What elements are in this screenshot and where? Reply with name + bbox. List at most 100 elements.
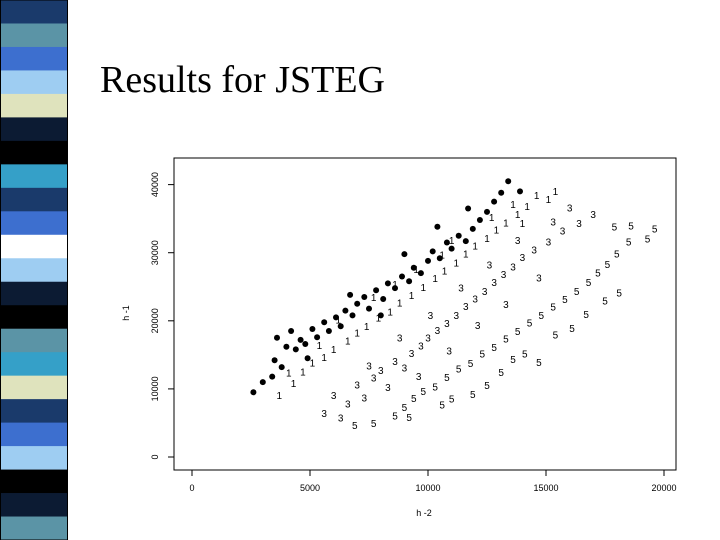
data-point — [314, 334, 321, 341]
stripe-block — [0, 93, 68, 118]
data-point — [274, 334, 280, 341]
data-point-label: 5 — [536, 358, 542, 369]
stripe-block — [0, 469, 68, 494]
data-point-label: 5 — [371, 419, 377, 430]
stripe-block — [0, 46, 68, 72]
slide-title: Results for JSTEG — [100, 59, 385, 101]
data-point-label: 3 — [576, 219, 582, 230]
data-point-label: 1 — [442, 267, 448, 278]
stripe-block — [0, 281, 68, 306]
data-point-label: 1 — [286, 369, 292, 380]
data-point-label: 5 — [574, 287, 580, 298]
data-point-label: 1 — [277, 391, 283, 402]
y-tick-label: 10000 — [150, 376, 160, 401]
data-point-label: 3 — [331, 391, 337, 402]
data-point-label: 3 — [366, 361, 372, 372]
data-point-label: 3 — [510, 263, 516, 274]
decorative-stripe — [0, 0, 68, 540]
stripe-block — [0, 422, 68, 447]
x-tick-label: 0 — [189, 483, 194, 493]
data-point — [302, 341, 309, 347]
data-point — [278, 364, 285, 371]
data-point-label: 5 — [510, 355, 516, 366]
data-point-label: 1 — [494, 226, 500, 237]
data-point-label: 3 — [487, 261, 493, 272]
data-point-label: 3 — [567, 203, 573, 214]
data-point — [429, 248, 436, 255]
data-point — [377, 312, 384, 319]
data-point-label: 1 — [510, 200, 516, 211]
data-point-label: 5 — [569, 324, 575, 335]
data-point-label: 1 — [524, 202, 530, 213]
data-point — [392, 285, 398, 292]
data-point — [505, 178, 512, 185]
data-point — [384, 280, 391, 287]
data-point — [309, 326, 316, 332]
data-point-label: 3 — [338, 414, 344, 425]
x-tick-label: 10000 — [415, 483, 440, 493]
data-point-label: 1 — [553, 187, 559, 198]
stripe-block — [0, 399, 68, 424]
data-point-label: 5 — [402, 403, 408, 414]
stripe-block — [0, 23, 68, 48]
data-point-label: 3 — [378, 366, 384, 377]
data-point-label: 3 — [546, 237, 552, 248]
data-point-label: 3 — [409, 349, 415, 360]
data-point-label: 3 — [435, 326, 441, 337]
data-point-label: 5 — [503, 335, 509, 346]
data-point-label: 5 — [444, 373, 450, 384]
x-axis-title: h -2 — [416, 508, 432, 518]
stripe-block — [0, 117, 68, 142]
data-point-label: 3 — [371, 374, 377, 385]
data-point-label: 3 — [501, 270, 507, 281]
data-point-label: 5 — [406, 413, 412, 424]
stripe-block — [0, 211, 68, 236]
data-point — [354, 300, 361, 307]
data-point-label: 3 — [458, 284, 464, 295]
data-point-label: 5 — [527, 318, 533, 329]
stripe-block — [0, 493, 68, 518]
stripe-block — [0, 164, 68, 189]
data-point-label: 1 — [432, 274, 438, 285]
data-point-label: 5 — [468, 359, 474, 370]
data-point-label: 3 — [515, 236, 521, 247]
y-axis-title: h -1 — [121, 305, 131, 321]
data-point — [476, 217, 483, 223]
data-point — [436, 255, 443, 262]
y-tick-label: 40000 — [150, 172, 160, 197]
data-point-label: 3 — [392, 357, 398, 368]
data-point — [484, 208, 490, 215]
data-point-label: 5 — [515, 327, 521, 338]
y-axis: 0 10000 20000 30000 40000 — [150, 172, 174, 460]
data-point-label: 1 — [376, 314, 382, 325]
data-point — [347, 291, 354, 298]
data-point-label: 1 — [371, 293, 377, 304]
data-point — [455, 232, 462, 239]
data-point-label: 5 — [411, 394, 417, 405]
data-point-label: 5 — [605, 260, 611, 271]
data-point-label: 1 — [392, 280, 398, 291]
data-point-label: 1 — [489, 213, 495, 224]
data-point — [349, 312, 356, 319]
data-point-label: 1 — [331, 345, 337, 356]
data-point-label: 3 — [428, 311, 434, 322]
data-point-label: 5 — [626, 237, 632, 248]
data-point-label: 5 — [421, 387, 427, 398]
data-point-label: 3 — [397, 333, 403, 344]
data-point-label: 1 — [439, 250, 445, 261]
data-point-label: 3 — [536, 273, 542, 284]
stripe-block — [0, 70, 68, 95]
data-point — [462, 238, 469, 245]
data-point-label: 5 — [456, 365, 462, 376]
data-point-label: 5 — [392, 412, 398, 423]
x-axis: 0 5000 10000 15000 20000 — [189, 470, 677, 493]
data-point-label: 5 — [470, 390, 476, 401]
data-point-label: 5 — [522, 350, 528, 361]
x-tick-label: 15000 — [533, 483, 558, 493]
data-point-label: 5 — [616, 288, 622, 299]
plot-frame — [173, 157, 677, 471]
data-point-label: 3 — [354, 380, 360, 391]
data-point-label: 5 — [586, 278, 592, 289]
data-point — [465, 205, 472, 212]
